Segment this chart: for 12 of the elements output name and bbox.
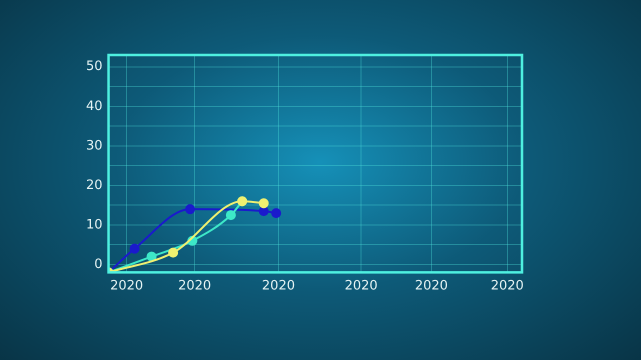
x-tick-label: 2020 bbox=[262, 278, 296, 294]
y-tick-label: 0 bbox=[94, 256, 103, 272]
x-tick-label: 2020 bbox=[414, 278, 448, 294]
y-tick-label: 20 bbox=[86, 178, 103, 193]
y-tick-label: 40 bbox=[86, 98, 103, 114]
y-tick-label: 10 bbox=[86, 217, 103, 232]
x-tick-label: 2020 bbox=[490, 278, 524, 294]
x-tick-label: 2020 bbox=[178, 278, 212, 294]
x-tick-label: 2020 bbox=[344, 278, 378, 294]
x-tick-label: 2020 bbox=[110, 278, 144, 294]
y-tick-label: 50 bbox=[86, 59, 103, 74]
y-tick-label: 30 bbox=[86, 138, 103, 154]
